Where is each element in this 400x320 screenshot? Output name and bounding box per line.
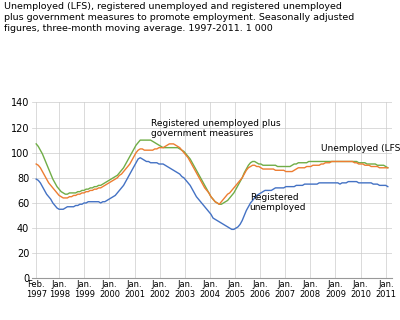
Text: Registered unemployed plus
government measures: Registered unemployed plus government me… xyxy=(151,119,281,138)
Text: Unemployed (LFS): Unemployed (LFS) xyxy=(321,144,400,153)
Text: Registered
unemployed: Registered unemployed xyxy=(250,193,306,212)
Text: Unemployed (LFS), registered unemployed and registered unemployed
plus governmen: Unemployed (LFS), registered unemployed … xyxy=(4,2,354,33)
